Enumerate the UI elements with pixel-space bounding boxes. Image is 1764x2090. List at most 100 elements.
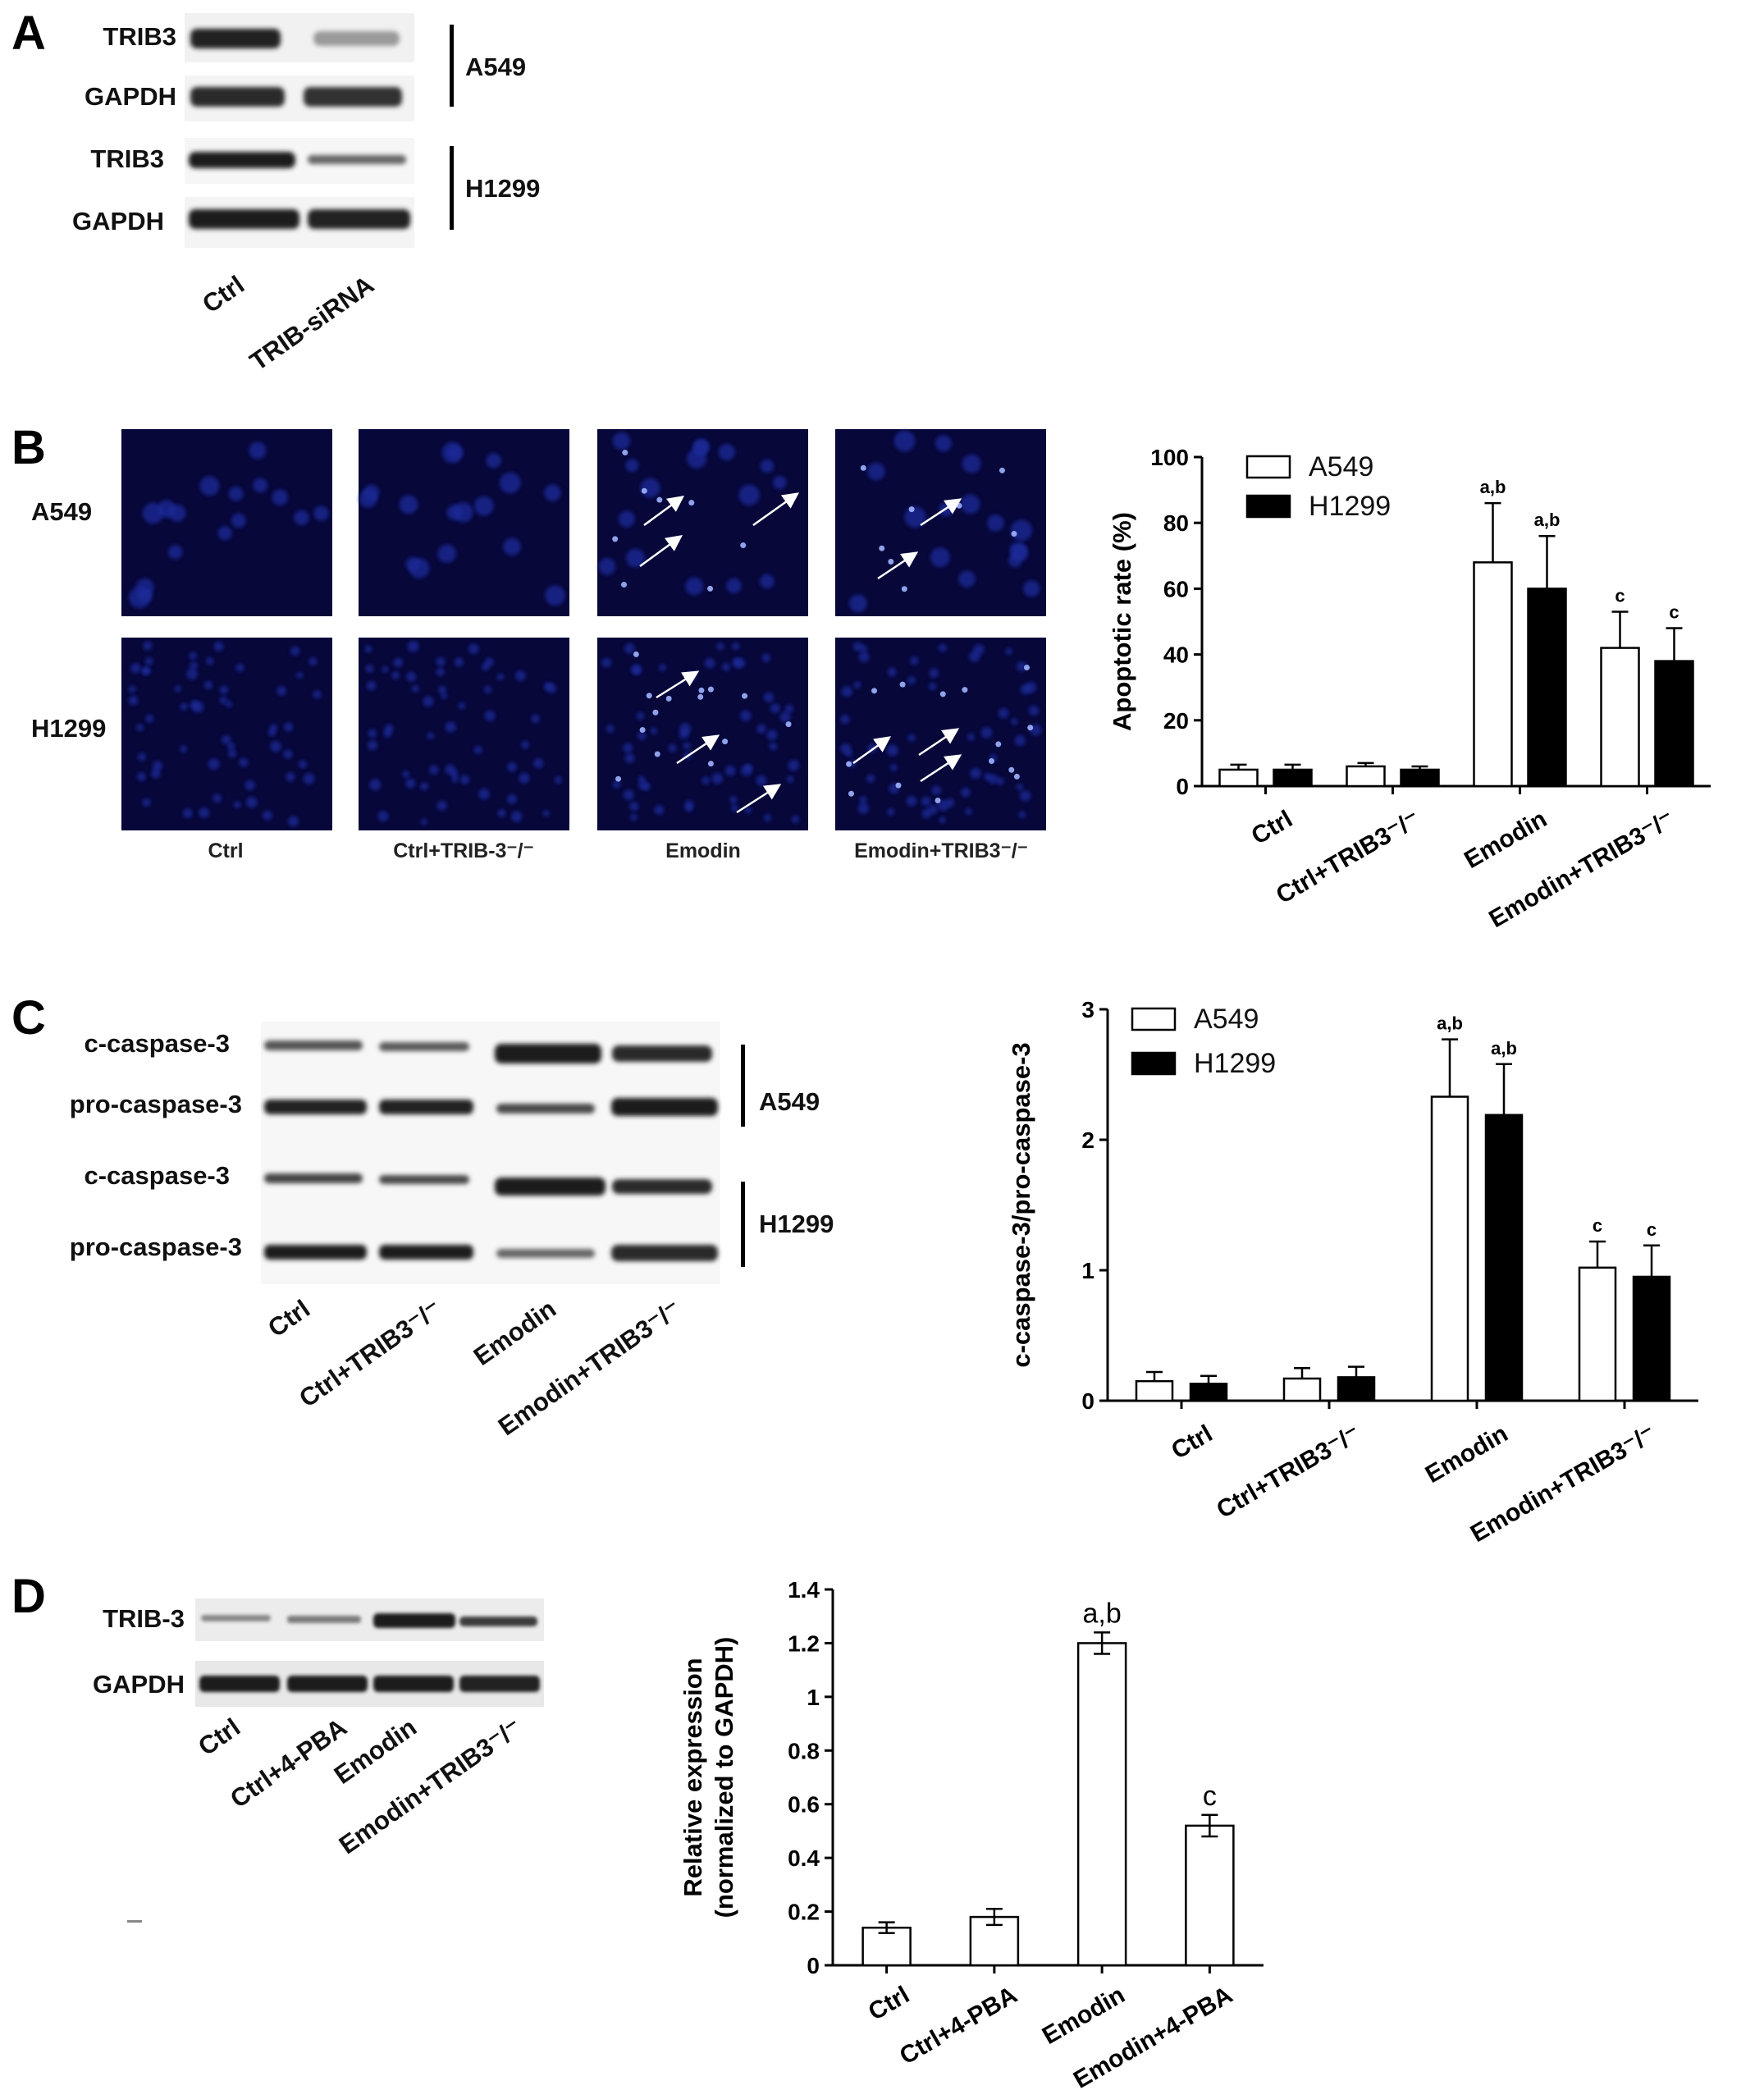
y-axis-label: Apoptotic rate (%) <box>1108 512 1136 731</box>
bar <box>1578 1266 1617 1402</box>
chart-relative-expression: 0 0.2 0.4 0.6 0.8 1 1.2 1.4 Relative expression(… <box>679 1577 1264 2090</box>
nucleus <box>451 775 459 783</box>
nucleus <box>473 745 482 754</box>
apoptotic-nucleus <box>707 761 714 767</box>
band <box>379 1042 469 1051</box>
nucleus <box>636 711 645 720</box>
legend-label: H1299 <box>1309 491 1391 522</box>
nucleus <box>484 710 496 721</box>
nucleus <box>973 643 985 656</box>
nucleus <box>542 810 550 817</box>
nucleus <box>640 478 660 498</box>
nucleus <box>659 664 666 671</box>
nucleus <box>406 671 417 682</box>
category-label: Emodin <box>1421 1420 1513 1489</box>
arrow-indicator <box>920 498 962 527</box>
band <box>496 1249 595 1258</box>
legend-swatch <box>1131 1007 1177 1031</box>
nucleus <box>142 798 151 807</box>
nucleus <box>213 641 224 652</box>
apoptotic-nucleus <box>740 542 747 549</box>
nucleus <box>962 454 981 473</box>
nucleus <box>253 478 268 493</box>
lane-label: TRIB-siRNA <box>244 270 379 376</box>
nucleus <box>441 693 448 700</box>
nucleus <box>889 764 898 771</box>
cell-line-label: A549 <box>759 1087 820 1116</box>
bracket <box>450 25 454 107</box>
arrow-indicator <box>752 492 800 527</box>
nucleus <box>731 643 740 651</box>
panel-d: D TRIB-3 GAPDH Ctrl Ctrl+4-PBA Emodin Em… <box>11 1570 1264 2090</box>
nucleus <box>623 789 634 801</box>
row-label: A549 <box>31 497 92 526</box>
lane-label: Emodin+TRIB3⁻/⁻ <box>334 1713 527 1859</box>
nucleus <box>303 773 315 784</box>
significance-label: a,b <box>1491 1038 1517 1059</box>
nucleus <box>840 743 852 754</box>
nucleus <box>632 666 640 675</box>
row-label: pro-caspase-3 <box>70 1090 242 1118</box>
nucleus <box>313 690 322 699</box>
nucleus <box>724 766 736 776</box>
arrow-indicator <box>918 728 960 757</box>
category-label: Emodin <box>1460 805 1551 874</box>
band <box>495 1044 601 1063</box>
chart-caspase-ratio: 0 1 2 3 c-caspase-3/pro-caspase-3 CtrlCtrl+TR… <box>1007 997 1698 1548</box>
nucleus <box>521 740 530 749</box>
nucleus <box>227 749 237 758</box>
bar <box>1473 561 1513 788</box>
y-tick-label: 1.2 <box>788 1630 820 1656</box>
y-tick-label: 1 <box>807 1685 820 1710</box>
nucleus <box>859 796 867 804</box>
band <box>287 1616 361 1623</box>
band <box>496 1104 595 1114</box>
nucleus <box>907 676 916 685</box>
nucleus <box>867 462 885 481</box>
nucleus <box>860 644 868 652</box>
nucleus <box>996 777 1004 785</box>
band <box>611 1245 718 1261</box>
nucleus <box>740 710 752 721</box>
apoptotic-nucleus <box>654 751 660 757</box>
y-axis-label: c-caspase-3/pro-caspase-3 <box>1007 1042 1035 1367</box>
nucleus <box>478 788 490 800</box>
significance-label: c <box>1615 585 1625 606</box>
nucleus <box>788 759 800 771</box>
nucleus <box>853 681 861 689</box>
bar <box>1654 660 1694 788</box>
nucleus <box>886 744 898 757</box>
band <box>189 152 295 168</box>
nucleus <box>711 772 724 784</box>
y-tick-label: 3 <box>1081 997 1095 1022</box>
band <box>190 87 285 107</box>
nucleus <box>931 785 941 795</box>
nucleus <box>1014 734 1026 746</box>
blot-caspase <box>261 1022 720 1284</box>
nucleus <box>244 780 255 791</box>
arrow-indicator <box>643 496 685 527</box>
apoptotic-nucleus <box>879 545 885 551</box>
nucleus <box>630 813 638 821</box>
apoptotic-nucleus <box>652 709 659 716</box>
nucleus <box>208 758 220 771</box>
nucleus <box>887 667 897 677</box>
nucleus <box>638 775 645 783</box>
bar <box>1076 1642 1127 1967</box>
apoptotic-nucleus <box>899 681 906 688</box>
nucleus <box>545 585 565 606</box>
y-tick-label: 60 <box>1163 576 1189 601</box>
nucleus <box>533 758 544 769</box>
y-tick-label: 0.4 <box>788 1845 820 1871</box>
bracket <box>741 1182 745 1267</box>
nucleus <box>287 816 299 827</box>
band <box>459 1676 540 1692</box>
nucleus <box>199 476 220 496</box>
nucleus <box>436 656 446 667</box>
row-label: GAPDH <box>72 207 164 236</box>
nucleus <box>235 663 244 672</box>
category-label: Ctrl+4-PBA <box>895 1981 1021 2069</box>
apoptotic-nucleus <box>871 688 878 694</box>
nucleus <box>761 653 770 663</box>
apoptotic-nucleus <box>846 761 852 767</box>
